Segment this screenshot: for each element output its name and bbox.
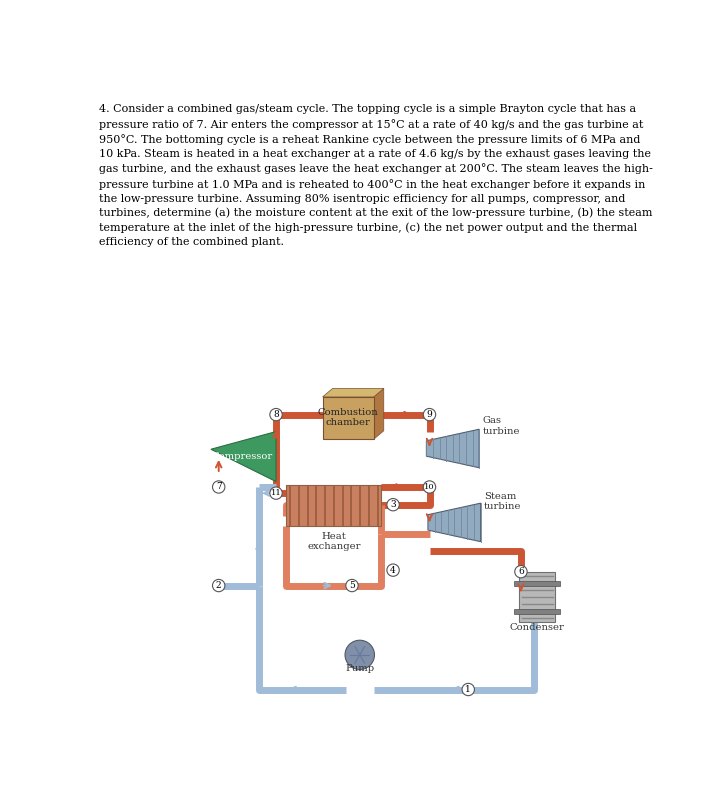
Text: 8: 8 [273, 410, 279, 419]
Polygon shape [426, 429, 479, 468]
FancyBboxPatch shape [286, 485, 382, 526]
Circle shape [270, 487, 282, 499]
Polygon shape [374, 389, 384, 440]
Circle shape [387, 498, 399, 511]
FancyBboxPatch shape [520, 572, 555, 621]
Text: Gas
turbine: Gas turbine [482, 416, 520, 436]
Polygon shape [211, 431, 276, 481]
Text: Heat
exchanger: Heat exchanger [307, 532, 360, 551]
Polygon shape [323, 389, 384, 397]
FancyBboxPatch shape [514, 581, 561, 586]
Circle shape [462, 683, 474, 696]
Text: 4: 4 [390, 566, 396, 575]
Text: 5: 5 [349, 581, 355, 590]
Text: 10: 10 [424, 483, 435, 491]
Text: 11: 11 [270, 489, 281, 497]
Circle shape [346, 580, 358, 592]
Circle shape [387, 564, 399, 576]
Text: Condenser: Condenser [510, 623, 565, 632]
Text: 4. Consider a combined gas/steam cycle. The topping cycle is a simple Brayton cy: 4. Consider a combined gas/steam cycle. … [99, 105, 653, 247]
Text: Pump: Pump [346, 663, 375, 672]
Text: 9: 9 [427, 410, 433, 419]
Circle shape [423, 481, 435, 493]
FancyBboxPatch shape [514, 609, 561, 614]
Circle shape [515, 566, 527, 578]
Text: Combustion
chamber: Combustion chamber [318, 407, 379, 427]
Text: 2: 2 [216, 581, 222, 590]
Circle shape [345, 640, 375, 670]
Circle shape [212, 481, 225, 493]
Circle shape [423, 408, 435, 421]
Circle shape [212, 580, 225, 592]
Text: 3: 3 [390, 500, 396, 510]
Text: 6: 6 [518, 568, 524, 576]
Text: Steam
turbine: Steam turbine [484, 492, 521, 511]
Text: 7: 7 [216, 482, 222, 492]
Polygon shape [428, 503, 481, 542]
Text: 1: 1 [465, 685, 471, 694]
Polygon shape [323, 397, 374, 440]
Text: Compressor: Compressor [211, 452, 273, 461]
Circle shape [270, 408, 282, 421]
